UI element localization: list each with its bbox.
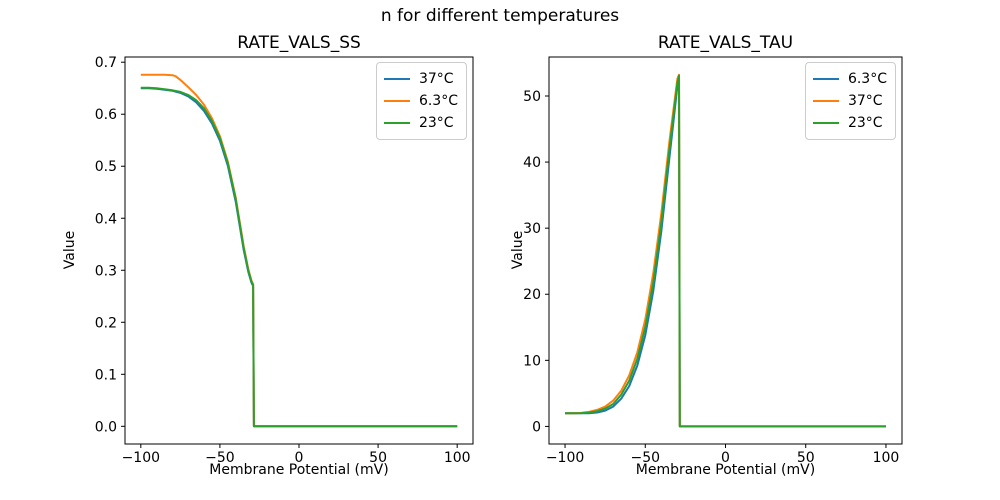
axes-frame [124,56,474,445]
right-xaxis-label: Membrane Potential (mV) [635,462,816,478]
left-yaxis-label: Value [62,230,78,270]
figure-title: n for different temperatures [380,6,620,26]
legend-label: 37°C [847,93,883,109]
legend-entry: 6.3°C [812,68,887,90]
y-tick-label: 10 [523,353,541,369]
y-tick-label: 0.5 [95,159,117,175]
legend-label: 23°C [418,115,454,131]
y-tick-label: 0.7 [95,55,117,71]
x-tick-label: 0 [721,450,730,466]
y-tick-label: 0.1 [95,367,117,383]
legend-line-swatch [812,78,839,80]
legend-line-swatch [383,78,410,80]
legend-label: 23°C [847,115,883,131]
axes-frame [548,56,903,445]
y-tick-label: 20 [523,287,541,303]
x-tick-label: 0 [295,450,304,466]
legend-line-swatch [812,122,839,124]
left-subplot-title: RATE_VALS_SS [237,33,361,53]
x-tick-label: 50 [797,450,815,466]
legend-entry: 23°C [812,112,887,134]
legend-line-swatch [383,122,410,124]
legend-label: 6.3°C [847,71,887,87]
legend-entry: 23°C [383,112,458,134]
legend-line-swatch [812,100,839,102]
right-subplot-title: RATE_VALS_TAU [657,33,794,53]
y-tick-label: 0.4 [95,211,117,227]
series-line [140,86,458,428]
x-tick-label: 50 [369,450,387,466]
x-tick-label: −100 [122,450,160,466]
y-tick-label: 0.6 [95,107,117,123]
y-tick-label: 30 [523,221,541,237]
right-yaxis-label: Value [510,230,526,270]
legend-entry: 37°C [812,90,887,112]
x-tick-label: 100 [873,450,900,466]
y-tick-label: 0.3 [95,263,117,279]
legend-entry: 37°C [383,68,458,90]
legend-label: 37°C [418,71,454,87]
y-tick-label: 40 [523,155,541,171]
legend-line-swatch [383,100,410,102]
x-tick-label: −50 [205,450,235,466]
y-tick-label: 50 [523,89,541,105]
series-line [565,74,886,428]
y-tick-label: 0 [532,419,541,435]
legend-entry: 6.3°C [383,90,458,112]
right-legend: 6.3°C 37°C 23°C [804,62,896,140]
x-tick-label: 100 [444,450,471,466]
x-tick-label: −100 [546,450,584,466]
y-tick-label: 0.0 [95,419,117,435]
x-tick-label: −50 [630,450,660,466]
y-tick-label: 0.2 [95,315,117,331]
left-xaxis-label: Membrane Potential (mV) [209,462,389,478]
left-legend: 37°C 6.3°C 23°C [375,62,467,140]
legend-label: 6.3°C [418,93,458,109]
